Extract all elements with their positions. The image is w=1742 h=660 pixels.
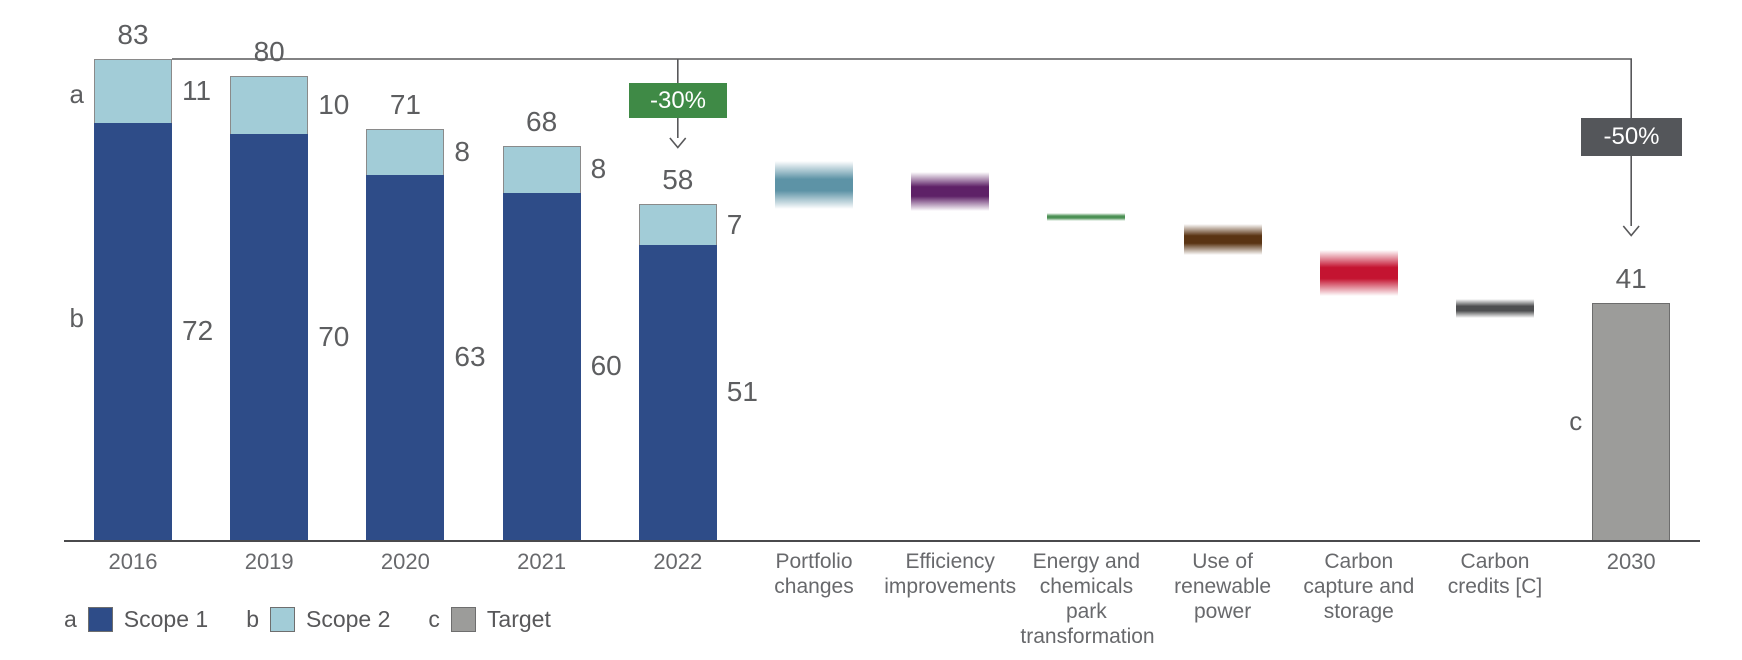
x-axis-label: 2022 [653, 549, 703, 574]
x-axis-label: 2020 [380, 549, 430, 574]
legend-label: Scope 2 [306, 606, 391, 632]
scope2-segment [638, 204, 717, 245]
total-value-label: 71 [389, 88, 421, 120]
scope1-segment [366, 175, 445, 541]
x-axis-label: Carbon credits [C] [1447, 550, 1543, 598]
scope1-value-label: 51 [726, 375, 758, 407]
x-axis-label: Carbon capture and storage [1303, 550, 1415, 623]
segment-marker-letter: a [69, 79, 84, 109]
x-axis-label: Efficiency improvements [884, 550, 1017, 598]
x-axis-label: 2021 [517, 549, 567, 574]
legend: a Scope 1 b Scope 2 c Target [64, 606, 551, 633]
scope1-segment [502, 192, 581, 541]
x-axis-label: 2019 [244, 549, 294, 574]
scope1-segment [230, 134, 309, 541]
scope1-value-label: 70 [318, 320, 350, 352]
legend-key-letter: b [246, 606, 259, 632]
target-segment [1592, 302, 1671, 541]
reduction-lever-bar [911, 172, 990, 212]
legend-swatch [270, 607, 295, 632]
reduction-lever-bar [1456, 298, 1534, 318]
scope2-segment [94, 59, 172, 123]
reduction-lever-bar [1183, 223, 1262, 256]
scope2-value-label: 7 [726, 208, 743, 240]
scope1-value-label: 60 [590, 349, 622, 381]
scope2-segment [502, 146, 581, 193]
legend-swatch [450, 607, 476, 632]
legend-item: c Target [428, 606, 551, 633]
total-value-label: 68 [526, 106, 558, 138]
legend-item: b Scope 2 [246, 606, 390, 633]
legend-key-letter: c [428, 606, 440, 632]
scope2-segment [230, 76, 309, 135]
scope2-value-label: 8 [454, 135, 470, 167]
legend-label: Target [486, 606, 551, 632]
reduction-badge-minus-30: -30% [629, 83, 727, 118]
reduction-badge-minus-50: -50% [1581, 118, 1682, 156]
reduction-lever-bar [1319, 250, 1398, 296]
legend-label: Scope 1 [123, 606, 209, 632]
scope1-value-label: 63 [454, 341, 486, 373]
x-axis-label: 2030 [1606, 549, 1656, 574]
scope1-segment [94, 122, 172, 541]
x-axis-line [64, 540, 1700, 542]
total-value-label: 58 [662, 164, 694, 196]
legend-swatch [87, 607, 113, 632]
total-value-label: 80 [253, 36, 285, 68]
total-value-label: 41 [1615, 262, 1647, 294]
legend-key-letter: a [64, 606, 77, 632]
segment-marker-letter: c [1569, 406, 1583, 436]
x-axis-label: Portfolio changes [774, 550, 854, 598]
x-axis-label: Use of renewable power [1174, 550, 1272, 623]
scope2-value-label: 10 [318, 89, 350, 121]
scope2-segment [366, 128, 445, 176]
scope2-value-label: 8 [590, 153, 607, 185]
segment-marker-letter: b [69, 303, 84, 333]
scope1-segment [638, 244, 717, 541]
reduction-lever-bar [1047, 212, 1126, 222]
legend-item: a Scope 1 [64, 606, 208, 633]
reduction-lever-bar [775, 161, 853, 209]
scope2-value-label: 11 [182, 74, 212, 106]
scope1-value-label: 72 [182, 314, 214, 346]
x-axis-label: 2016 [108, 549, 158, 574]
total-value-label: 83 [117, 19, 149, 50]
x-axis-label: Energy and chemicals park transformation [1020, 550, 1155, 648]
